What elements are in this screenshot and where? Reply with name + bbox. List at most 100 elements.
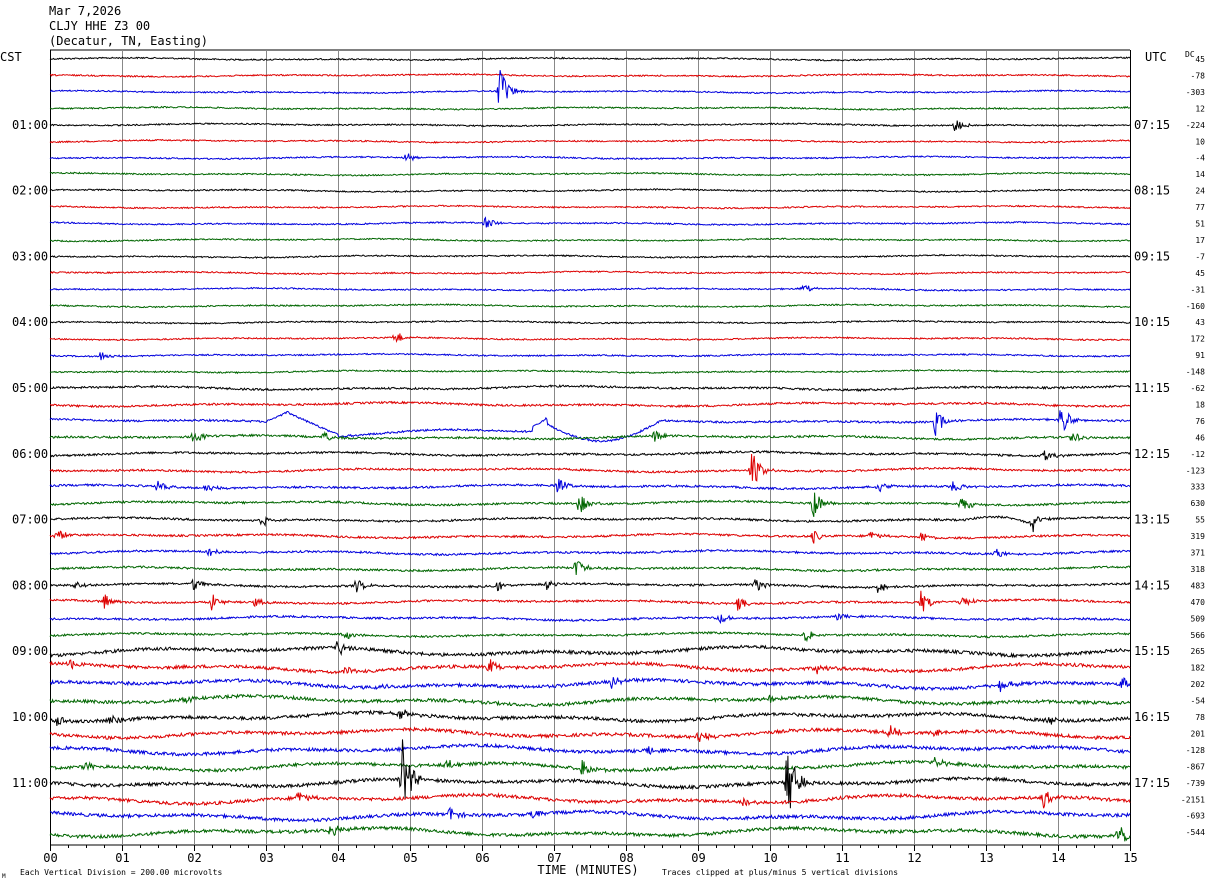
dc-offset-label: -62 (1191, 384, 1206, 393)
seismic-trace (49, 187, 1131, 194)
seismic-trace (49, 613, 1131, 625)
traces (49, 56, 1131, 842)
right-hour-label: 11:15 (1134, 381, 1170, 395)
seismic-trace (49, 56, 1131, 62)
dc-offset-label: -867 (1186, 762, 1205, 771)
dc-offset-label: 10 (1195, 137, 1205, 146)
x-tick-label: 15 (1123, 851, 1137, 865)
dc-offset-label: 333 (1191, 483, 1206, 492)
seismic-trace (49, 530, 1131, 544)
seismic-trace (49, 120, 1131, 131)
seismic-trace (49, 400, 1131, 409)
left-hour-label: 02:00 (12, 184, 48, 198)
seismic-trace (49, 216, 1131, 228)
seismic-trace (49, 237, 1131, 243)
dc-offset-label: -160 (1186, 302, 1205, 311)
dc-offset-label: -12 (1191, 450, 1206, 459)
seismic-trace (49, 806, 1131, 823)
seismic-trace (49, 756, 1131, 775)
seismic-trace (49, 515, 1131, 533)
left-hour-label: 06:00 (12, 447, 48, 461)
right-hour-label: 12:15 (1134, 447, 1170, 461)
dc-offset-label: 509 (1191, 614, 1206, 623)
dc-offset-label: 483 (1191, 581, 1206, 590)
dc-offset-label: 77 (1195, 203, 1205, 212)
left-hour-label: 07:00 (12, 513, 48, 527)
seismic-trace (49, 590, 1131, 612)
scale-note: Each Vertical Division = 200.00 microvol… (20, 868, 222, 877)
dc-offset-label: 76 (1195, 417, 1205, 426)
dc-offset-label: 12 (1195, 104, 1205, 113)
dc-offset-label: 319 (1191, 532, 1206, 541)
clip-note: Traces clipped at plus/minus 5 vertical … (662, 868, 898, 877)
seismic-trace (49, 548, 1131, 557)
x-tick-label: 02 (187, 851, 201, 865)
left-hour-label: 04:00 (12, 315, 48, 329)
seismic-trace (49, 138, 1131, 144)
dc-offset-label: 17 (1195, 236, 1205, 245)
dc-offset-label: 371 (1191, 549, 1206, 558)
seismic-trace (49, 659, 1131, 675)
right-hour-label: 15:15 (1134, 644, 1170, 658)
dc-offset-label: 202 (1191, 680, 1206, 689)
dc-offset-label: -693 (1186, 812, 1205, 821)
left-hour-label: 05:00 (12, 381, 48, 395)
seismic-trace (49, 171, 1131, 177)
seismic-trace (49, 270, 1130, 276)
dc-offset-label: 566 (1191, 631, 1206, 640)
dc-offset-label: 172 (1191, 335, 1206, 344)
x-tick-label: 04 (331, 851, 345, 865)
dc-offset-label: 43 (1195, 318, 1205, 327)
dc-offset-label: 318 (1191, 565, 1206, 574)
dc-offset-label: -7 (1195, 252, 1205, 261)
dc-offset-label: 24 (1195, 187, 1205, 196)
seismic-trace (49, 709, 1131, 726)
grid-lines (50, 49, 1131, 851)
dc-offset-label: -128 (1186, 746, 1205, 755)
dc-offset-label: -303 (1186, 88, 1205, 97)
right-hour-label: 16:15 (1134, 710, 1170, 724)
right-hour-label: 13:15 (1134, 513, 1170, 527)
right-hour-label: 10:15 (1134, 315, 1170, 329)
dc-offset-label: 45 (1195, 269, 1205, 278)
seismic-trace (49, 739, 1131, 809)
seismic-trace (49, 677, 1131, 693)
right-hour-label: 07:15 (1134, 118, 1170, 132)
right-hour-label: 09:15 (1134, 249, 1170, 263)
left-hour-label: 03:00 (12, 249, 48, 263)
x-tick-label: 03 (259, 851, 273, 865)
header-date: Mar 7,2026 (49, 4, 122, 18)
right-timezone: UTC (1145, 50, 1167, 64)
dc-offset-label: -148 (1186, 368, 1205, 377)
dc-offset-label: -31 (1191, 285, 1206, 294)
dc-offset-label: 18 (1195, 400, 1205, 409)
seismic-trace (49, 204, 1131, 210)
x-tick-label: 01 (115, 851, 129, 865)
seismic-trace (49, 284, 1131, 292)
dc-offset-label: -2151 (1181, 795, 1205, 804)
seismic-trace (49, 742, 1131, 757)
seismic-trace (49, 791, 1131, 809)
left-hour-label: 08:00 (12, 578, 48, 592)
dc-offset-label: -78 (1191, 72, 1206, 81)
x-tick-label: 05 (403, 851, 417, 865)
x-tick-label: 08 (619, 851, 633, 865)
dc-offset-label: -739 (1186, 779, 1205, 788)
dc-offset-label: -54 (1191, 697, 1206, 706)
dc-offset-label: 630 (1191, 499, 1206, 508)
dc-offset-label: 14 (1195, 170, 1205, 179)
seismic-trace (49, 693, 1131, 708)
x-tick-label: 12 (907, 851, 921, 865)
x-tick-label: 14 (1051, 851, 1065, 865)
dc-offset-label: 265 (1191, 647, 1206, 656)
dc-offset-label: -224 (1186, 121, 1205, 130)
seismic-trace (49, 478, 1131, 493)
seismic-trace (49, 319, 1131, 325)
right-hour-label: 08:15 (1134, 184, 1170, 198)
x-tick-label: 10 (763, 851, 777, 865)
left-hour-label: 10:00 (12, 710, 48, 724)
x-axis-label: TIME (MINUTES) (537, 863, 638, 877)
seismic-trace (49, 303, 1131, 309)
dc-offset-label: -4 (1195, 154, 1205, 163)
